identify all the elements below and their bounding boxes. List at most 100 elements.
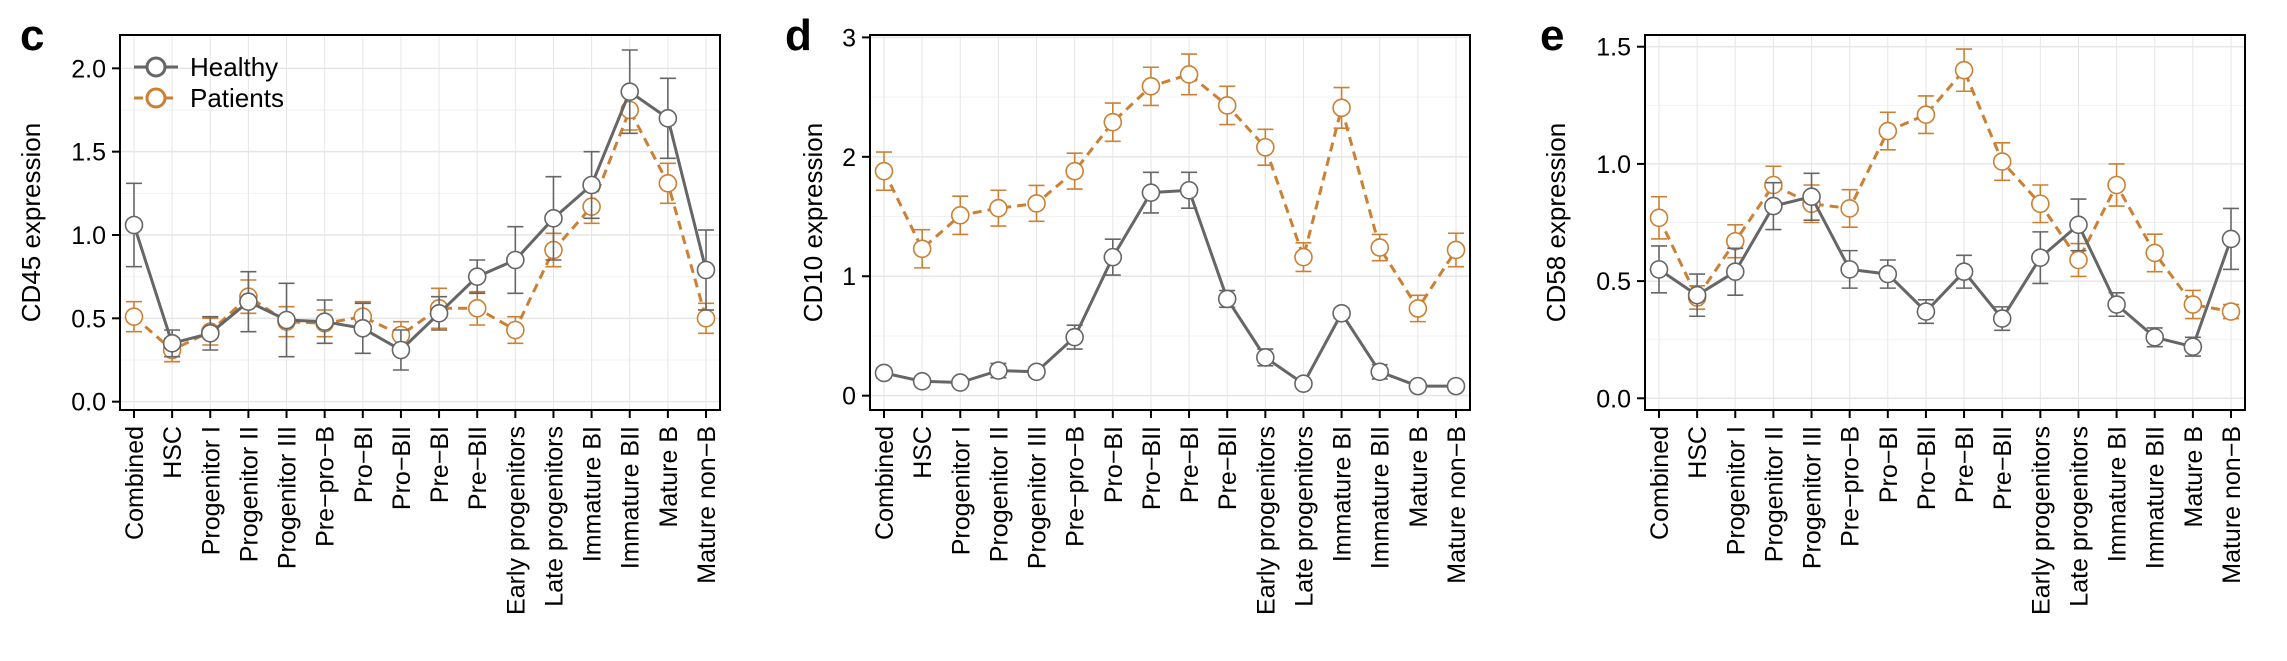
x-tick-label: Pre−BII xyxy=(1214,426,1242,510)
data-point xyxy=(989,198,1008,218)
data-point xyxy=(1065,161,1084,181)
series-healthy xyxy=(1649,172,2241,357)
y-tick-label: 3 xyxy=(842,24,856,52)
x-tick-label: Progenitor I xyxy=(1722,426,1750,555)
data-point xyxy=(1992,152,2012,171)
chart-panel-c: c 0.0 0.5 1.0 1.5 2.0 CD45 expression Combined H… xyxy=(16,11,721,615)
chart-panel-e: e 0.0 0.5 1.0 1.5 CD58 expression Combined HSC P… xyxy=(1540,11,2246,615)
data-point xyxy=(1649,208,1669,228)
y-tick-label: 1 xyxy=(842,263,856,291)
data-point xyxy=(2031,194,2050,214)
panel-letter: d xyxy=(785,11,812,60)
x-tick-label: Progenitor III xyxy=(1024,426,1052,569)
x-tick-label: Pro−BII xyxy=(1913,426,1941,510)
x-tick-label: Pro−BI xyxy=(350,426,378,503)
x-tick-label: HSC xyxy=(159,426,187,479)
data-point xyxy=(1103,247,1123,267)
data-point xyxy=(1446,376,1466,396)
x-tick-label: Mature non−B xyxy=(1443,426,1471,584)
x-tick-label: HSC xyxy=(1684,426,1712,479)
data-point xyxy=(277,310,296,330)
data-point xyxy=(582,175,601,195)
x-tick-label: Pre−BI xyxy=(426,426,454,503)
x-tick-label: Immature BII xyxy=(2142,426,2170,569)
data-point xyxy=(1027,362,1046,382)
data-point xyxy=(506,250,525,270)
x-tick-label: Mature non−B xyxy=(2218,426,2246,584)
x-tick-label: Progenitor I xyxy=(947,426,975,555)
y-tick-label: 0.0 xyxy=(71,389,106,417)
data-point xyxy=(2221,229,2241,249)
x-tick-label: Early progenitors xyxy=(1252,426,1280,615)
data-point xyxy=(200,324,220,343)
data-point xyxy=(1725,262,1745,282)
x-tick-label: Pre−BI xyxy=(1951,426,1979,503)
data-point xyxy=(1065,327,1084,347)
data-point xyxy=(391,340,411,360)
x-tick-label: Early progenitors xyxy=(502,426,530,615)
data-point xyxy=(1256,137,1275,157)
series-patients xyxy=(1649,48,2241,321)
data-point xyxy=(1840,199,1859,218)
data-point xyxy=(2145,328,2165,347)
x-tick-label: Pre−BII xyxy=(1989,426,2017,510)
panel-letter: e xyxy=(1540,11,1564,60)
data-point xyxy=(1370,238,1390,257)
x-tick-label: Combined xyxy=(871,426,899,540)
data-point xyxy=(1408,376,1428,396)
data-point xyxy=(1294,247,1313,267)
data-point xyxy=(696,309,716,328)
data-point xyxy=(2145,243,2165,263)
data-point xyxy=(2107,295,2126,314)
x-tick-label: Late progenitors xyxy=(2065,426,2093,607)
y-tick-label: 1.0 xyxy=(1596,151,1631,179)
data-point xyxy=(1141,183,1161,202)
x-tick-label: Immature BI xyxy=(579,426,607,562)
data-point xyxy=(1954,262,1974,282)
data-point xyxy=(2221,302,2241,321)
grid xyxy=(870,35,1470,410)
data-point xyxy=(544,209,563,228)
data-point xyxy=(1294,374,1313,394)
data-point xyxy=(239,292,258,311)
plot-frame xyxy=(1644,34,2246,411)
x-tick-label: Immature BI xyxy=(1329,426,1357,562)
data-point xyxy=(1332,303,1351,323)
data-point xyxy=(1332,98,1351,118)
chart-panel-d: d 0 1 2 3 CD10 expression Combined HSC Progenito… xyxy=(785,11,1471,615)
series-healthy xyxy=(124,49,716,371)
data-point xyxy=(162,334,182,353)
data-point xyxy=(1687,285,1707,305)
data-point xyxy=(429,304,449,323)
data-point xyxy=(1446,240,1466,260)
data-point xyxy=(2183,295,2203,314)
x-tick-label: Mature B xyxy=(2180,426,2208,527)
data-point xyxy=(1992,309,2012,328)
x-tick-label: Mature B xyxy=(1405,426,1433,527)
y-tick-label: 2.0 xyxy=(71,55,106,83)
x-tick-label: Early progenitors xyxy=(2027,426,2055,615)
x-tick-label: Late progenitors xyxy=(540,426,568,607)
y-tick-label: 1.0 xyxy=(71,222,106,250)
y-axis-label: CD45 expression xyxy=(16,123,46,322)
data-point xyxy=(620,82,640,101)
y-tick-label: 1.5 xyxy=(1596,34,1631,62)
data-point xyxy=(1878,121,1898,141)
data-point xyxy=(1649,260,1669,279)
data-point xyxy=(2069,250,2088,270)
x-tick-label: Progenitor III xyxy=(1799,426,1827,569)
x-tick-label: Mature non−B xyxy=(693,426,721,584)
y-tick-label: 0.0 xyxy=(1596,385,1631,413)
data-point xyxy=(874,363,894,383)
data-point xyxy=(1764,196,1783,216)
data-point xyxy=(315,312,334,331)
x-tick-label: Progenitor III xyxy=(274,426,302,569)
data-point xyxy=(353,319,373,338)
series-line xyxy=(883,188,1456,388)
data-point xyxy=(467,267,487,286)
data-point xyxy=(1179,65,1199,84)
series-line xyxy=(882,72,1458,312)
y-tick-label: 1.5 xyxy=(71,139,106,167)
data-point xyxy=(1840,260,1859,279)
